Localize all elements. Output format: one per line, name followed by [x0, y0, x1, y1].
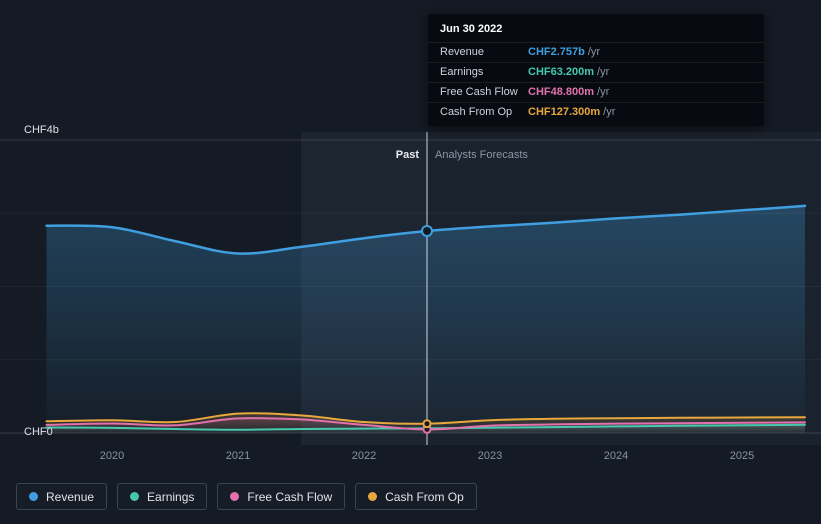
tooltip-date: Jun 30 2022: [440, 23, 503, 35]
marker-revenue[interactable]: [421, 225, 434, 237]
marker-cash-from-op[interactable]: [422, 419, 432, 429]
tooltip-metric-suffix: /yr: [587, 46, 601, 58]
tooltip-metric-suffix: /yr: [603, 106, 616, 118]
x-axis: 2020 2021 2022 2023 2024 2025: [0, 450, 821, 464]
area-revenue: [46, 205, 805, 433]
tooltip-metric-value: CHF2.757b: [528, 46, 585, 58]
legend-label: Revenue: [46, 489, 95, 504]
tooltip-metric-suffix: /yr: [597, 66, 610, 78]
x-axis-label-2023: 2023: [477, 450, 503, 462]
legend-label: Earnings: [147, 489, 195, 504]
past-region-label: Past: [395, 149, 419, 161]
highlight-band: [301, 132, 428, 445]
tooltip-metric-label: Cash From Op: [440, 106, 513, 118]
legend-dot-free-cash-flow: [230, 492, 240, 501]
legend-dot-revenue: [29, 492, 38, 501]
tooltip: Jun 30 2022 Revenue CHF2.757b /yr Earnin…: [428, 14, 764, 126]
y-axis-bottom-label: CHF0: [24, 426, 53, 438]
tooltip-metric-label: Free Cash Flow: [440, 86, 518, 98]
legend-item-free-cash-flow[interactable]: Free Cash Flow: [217, 483, 346, 510]
legend: Revenue Earnings Free Cash Flow Cash Fro…: [16, 483, 477, 510]
x-axis-label-2025: 2025: [729, 450, 755, 462]
forecast-region-label: Analysts Forecasts: [435, 149, 528, 161]
legend-label: Free Cash Flow: [247, 489, 333, 504]
legend-item-revenue[interactable]: Revenue: [16, 483, 108, 510]
legend-dot-earnings: [130, 492, 140, 501]
chart-canvas[interactable]: [0, 132, 821, 445]
tooltip-row-free-cash-flow: Free Cash Flow CHF48.800m /yr: [428, 82, 764, 102]
tooltip-metric-value: CHF48.800m: [528, 86, 595, 98]
tooltip-metric-value: CHF127.300m: [528, 106, 601, 118]
legend-item-cash-from-op[interactable]: Cash From Op: [355, 483, 477, 510]
tooltip-row-revenue: Revenue CHF2.757b /yr: [428, 42, 764, 62]
legend-dot-cash-from-op: [368, 492, 378, 501]
tooltip-row-earnings: Earnings CHF63.200m /yr: [428, 62, 764, 82]
tooltip-metric-suffix: /yr: [597, 86, 610, 98]
legend-label: Cash From Op: [385, 489, 464, 504]
x-axis-label-2020: 2020: [99, 450, 125, 462]
x-axis-label-2024: 2024: [603, 450, 629, 462]
tooltip-metric-label: Earnings: [440, 66, 484, 78]
x-axis-label-2021: 2021: [225, 450, 251, 462]
x-axis-label-2022: 2022: [351, 450, 377, 462]
tooltip-metric-value: CHF63.200m: [528, 66, 595, 78]
tooltip-metric-label: Revenue: [440, 46, 485, 58]
legend-item-earnings[interactable]: Earnings: [117, 483, 208, 510]
y-axis-top-label: CHF4b: [24, 124, 59, 136]
tooltip-row-cash-from-op: Cash From Op CHF127.300m /yr: [428, 102, 764, 122]
